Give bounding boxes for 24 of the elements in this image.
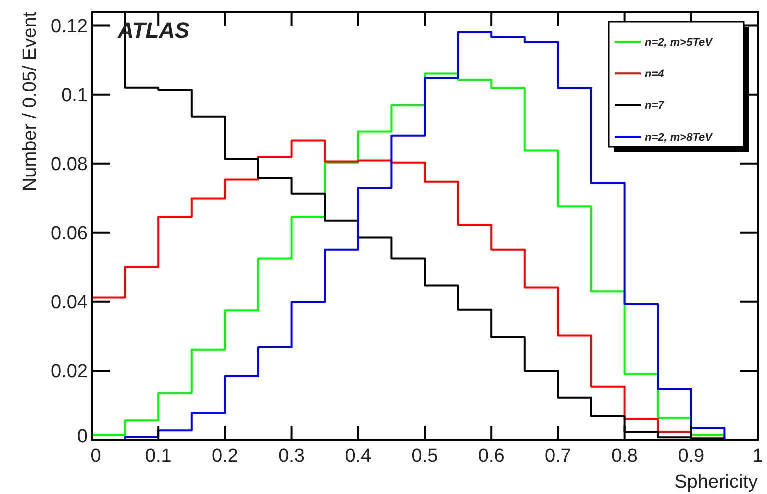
y-tick-label: 0 (77, 426, 88, 448)
y-tick-label: 0.12 (51, 16, 88, 38)
y-axis-title: Number / 0.05/ Event (20, 11, 41, 192)
x-tick-label: 0.4 (345, 446, 372, 467)
x-tick-label: 0.6 (478, 446, 505, 467)
y-tick-label: 0.04 (51, 292, 88, 314)
y-tick-label: 0.08 (51, 154, 88, 176)
legend-label: n=2, m>5TeV (645, 36, 714, 49)
legend-label: n=7 (645, 100, 666, 112)
legend-label: n=4 (645, 68, 664, 81)
x-tick-label: 0.5 (412, 446, 438, 467)
x-axis-title: Sphericity (674, 472, 758, 493)
x-tick-label: 0.7 (544, 446, 572, 467)
y-tick-label: 0.1 (62, 85, 88, 106)
y-tick-label: 0.06 (51, 224, 88, 245)
x-tick-label: 0.8 (612, 446, 638, 467)
x-tick-label: 0.9 (678, 446, 705, 467)
x-tick-label: 0.3 (278, 446, 306, 467)
x-tick-label: 0.1 (145, 446, 172, 467)
y-tick-label: 0.02 (51, 362, 88, 383)
legend-label: n=2, m>8TeV (645, 132, 714, 144)
x-tick-label: 0.2 (212, 446, 238, 467)
x-tick-label: 0 (90, 446, 102, 467)
x-tick-label: 1 (752, 446, 764, 467)
